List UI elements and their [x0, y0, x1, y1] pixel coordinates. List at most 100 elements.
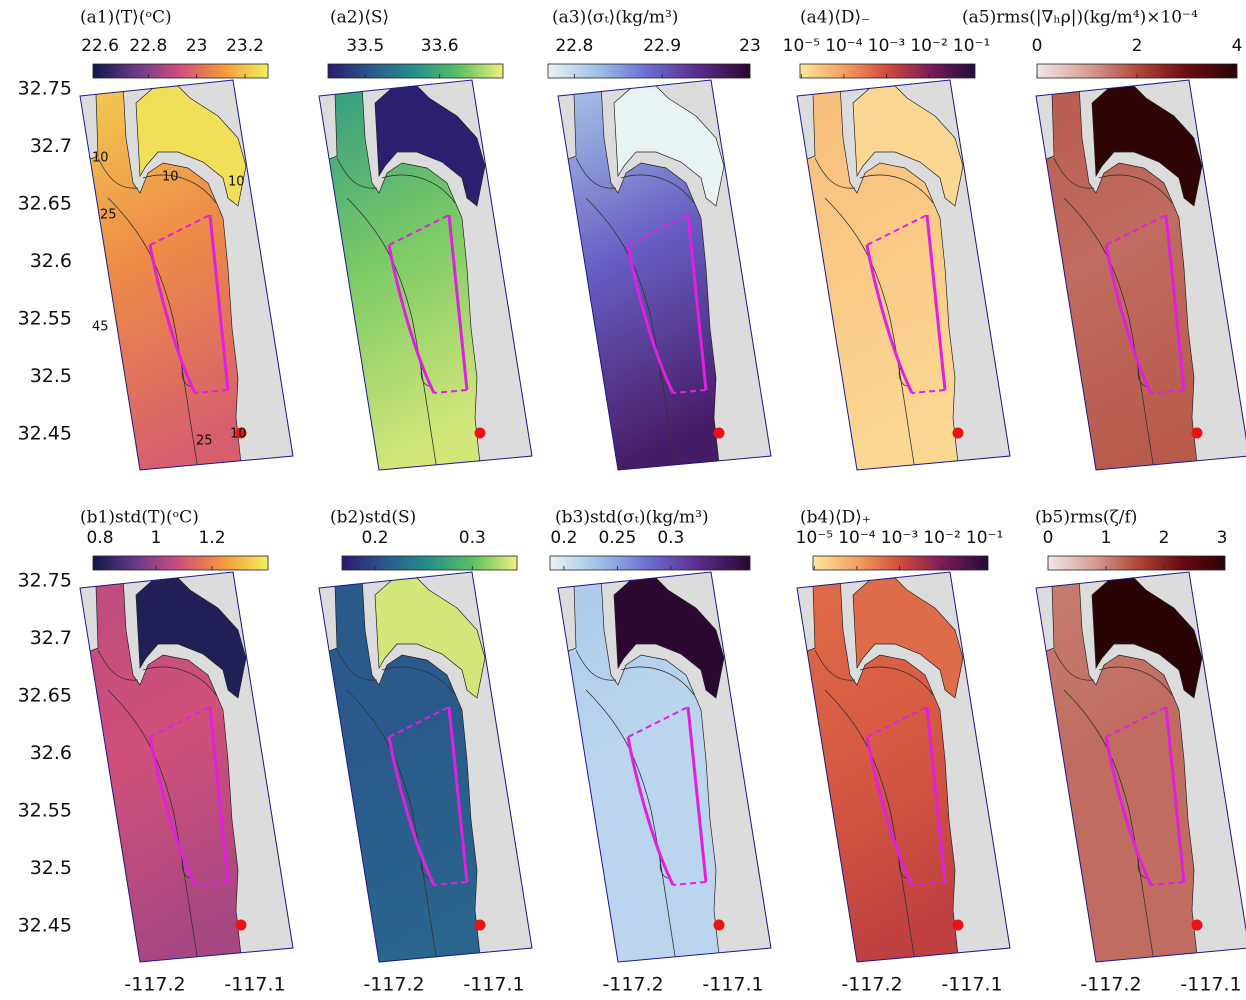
map-panel: [796, 571, 1011, 963]
panel-title: (a1)⟨T⟩(ᵒC): [80, 8, 172, 28]
colorbar-tick-label: 10⁻¹: [966, 528, 1003, 548]
station-marker: [713, 427, 725, 439]
region-box-dashed: [149, 706, 229, 886]
colorbar: [812, 555, 989, 571]
colorbar-tick-label: 0.3: [459, 528, 486, 548]
colorbar-tick-label: 10⁻²: [923, 528, 960, 548]
bay-water: [374, 577, 486, 699]
y-tick-label: 32.45: [18, 915, 72, 937]
panel-title: (b1)std(T)(ᵒC): [80, 508, 199, 528]
y-tick-label: 32.45: [18, 423, 72, 445]
station-marker: [1191, 427, 1203, 439]
station-marker: [713, 919, 725, 931]
colorbar-tick-label: 0: [1032, 36, 1043, 56]
region-box-solid: [865, 214, 947, 394]
bay-water: [1091, 85, 1203, 207]
contour: [1053, 649, 1155, 962]
map-panel: 10 10 10 25 45 25 10: [79, 79, 294, 471]
colorbar: [327, 63, 504, 79]
y-tick-label: 32.7: [30, 135, 72, 157]
contour-label: 10: [228, 175, 245, 190]
domain-outline: [557, 79, 772, 471]
panel-title: (a4)⟨D⟩₋: [800, 8, 870, 28]
domain-outline: [318, 571, 533, 963]
bay-water: [135, 577, 247, 699]
region-box-dashed: [388, 706, 468, 886]
y-tick-label: 32.75: [18, 78, 72, 100]
y-tick-label: 32.6: [30, 250, 72, 272]
region-box-solid: [865, 706, 947, 886]
colorbar-tick-label: 1.2: [198, 528, 225, 548]
colorbar-tick-label: 3: [1217, 528, 1228, 548]
map-clip: [1036, 572, 1246, 962]
bay-water: [1091, 577, 1203, 699]
bay-water: [613, 577, 725, 699]
colorbar: [549, 555, 751, 571]
colorbar-tick-label: 22.9: [643, 36, 681, 56]
colorbar-tick-label: 22.8: [555, 36, 593, 56]
domain-outline: [1035, 79, 1246, 471]
x-tick-label: -117.2: [841, 974, 902, 996]
y-tick-label: 32.65: [18, 685, 72, 707]
colorbar-tick-label: 4: [1232, 36, 1243, 56]
contour: [575, 157, 677, 470]
domain-outline: [79, 79, 294, 471]
region-box-solid: [1104, 706, 1186, 886]
bay-water: [374, 85, 486, 207]
map-clip: [80, 572, 293, 962]
colorbar: [92, 555, 269, 571]
region-box-dashed: [1105, 214, 1185, 394]
map-panel: [79, 571, 294, 963]
contour: [97, 157, 199, 470]
colorbar-tick-label: 0.2: [362, 528, 389, 548]
colorbar-tick-label: 2: [1132, 36, 1143, 56]
colorbar-tick-label: 23: [186, 36, 208, 56]
colorbar-tick-label: 10⁻⁴: [825, 36, 863, 56]
map-panel: [557, 79, 772, 471]
colorbar-tick-label: 23.2: [226, 36, 264, 56]
y-tick-label: 32.75: [18, 570, 72, 592]
bay-water: [852, 577, 964, 699]
domain-outline: [1035, 571, 1246, 963]
region-box-solid: [387, 706, 469, 886]
colorbar-tick-label: 10⁻¹: [953, 36, 990, 56]
colorbar-tick-label: 33.6: [421, 36, 459, 56]
panel-title: (b2)std(S): [330, 508, 416, 528]
colorbar-tick-label: 0.25: [598, 528, 636, 548]
region-box-solid: [148, 706, 230, 886]
contour-label: 10: [92, 151, 109, 166]
x-tick-label: -117.1: [702, 974, 763, 996]
colorbar: [1047, 555, 1226, 571]
region-box-dashed: [627, 706, 707, 886]
y-tick-label: 32.5: [30, 857, 72, 879]
y-tick-label: 32.6: [30, 742, 72, 764]
contour: [814, 649, 916, 962]
region-box-solid: [387, 214, 469, 394]
colorbar-tick-label: 0: [1043, 528, 1054, 548]
map-panel: [318, 79, 533, 471]
colorbar: [799, 63, 976, 79]
map-clip: [80, 80, 293, 470]
map-clip: [319, 80, 532, 470]
domain-outline: [318, 79, 533, 471]
map-panel: [557, 571, 772, 963]
colorbar-tick-label: 10⁻³: [868, 36, 905, 56]
y-tick-label: 32.7: [30, 627, 72, 649]
y-tick-label: 32.5: [30, 365, 72, 387]
map-clip: [558, 80, 771, 470]
domain-outline: [796, 571, 1011, 963]
colorbar-tick-label: 0.8: [86, 528, 113, 548]
map-panel: [318, 571, 533, 963]
x-tick-label: -117.1: [463, 974, 524, 996]
colorbar-tick-label: 23: [739, 36, 761, 56]
panel-title: (b4)⟨D⟩₊: [800, 508, 871, 528]
x-tick-label: -117.1: [1180, 974, 1241, 996]
map-panel: [1035, 79, 1246, 471]
panel-title: (a3)⟨σₜ⟩(kg/m³): [552, 8, 678, 28]
colorbar-tick-label: 10⁻³: [881, 528, 918, 548]
y-tick-label: 32.55: [18, 308, 72, 330]
x-tick-label: -117.2: [602, 974, 663, 996]
contour: [575, 649, 677, 962]
station-marker: [1191, 919, 1203, 931]
